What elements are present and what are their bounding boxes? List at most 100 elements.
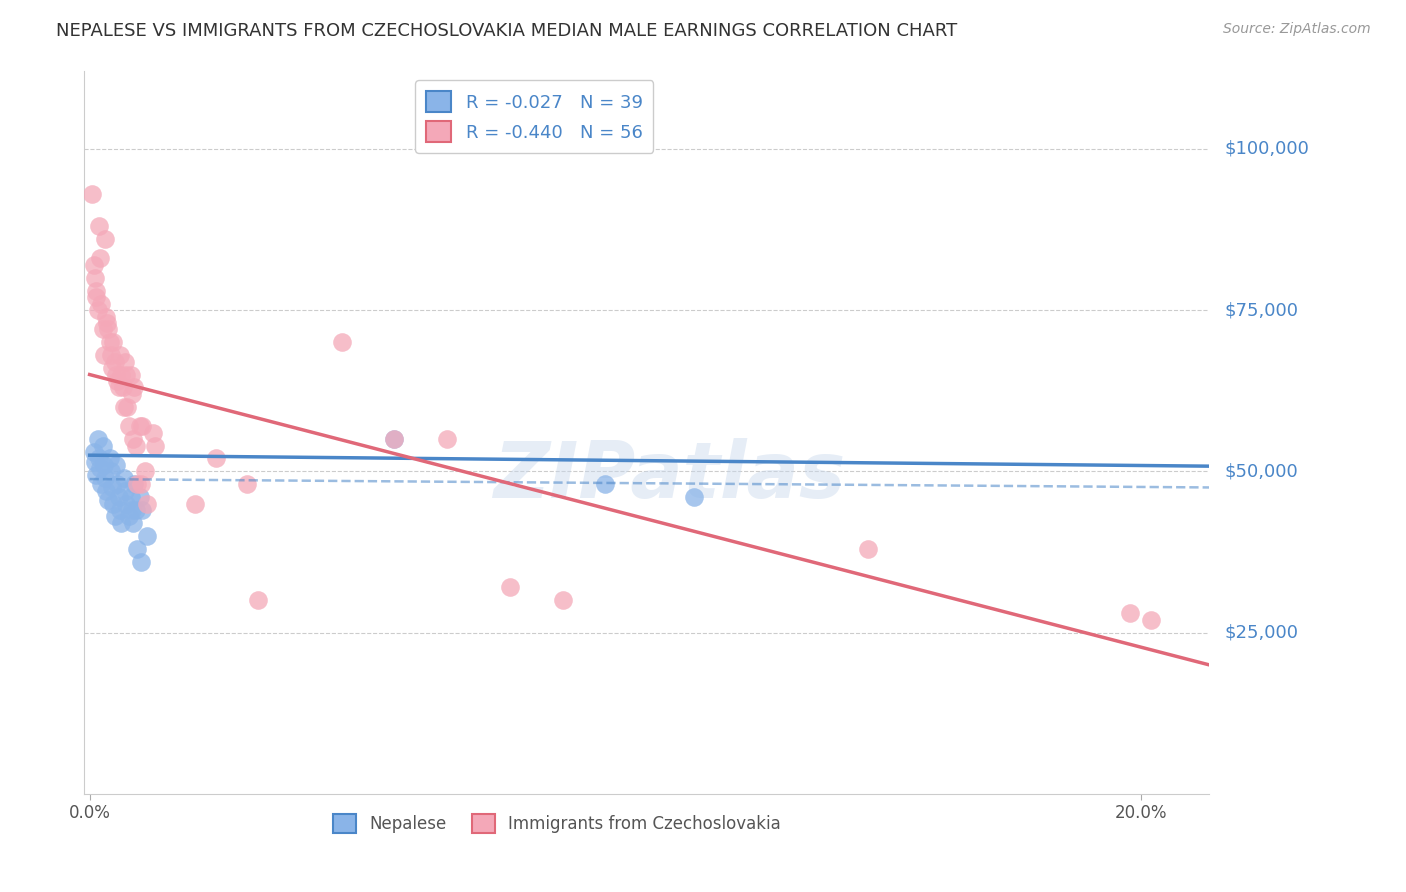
Point [683,490,706,504]
Point [236,477,259,491]
Point [128,490,150,504]
Point [96,310,118,324]
Point [121,503,143,517]
Point [86,290,108,304]
Point [125,438,148,452]
Point [100,361,122,376]
Point [105,374,128,388]
Point [94,232,117,246]
Point [114,483,136,498]
Point [120,490,142,504]
Point [330,335,353,350]
Point [108,348,131,362]
Point [104,458,127,472]
Point [131,419,153,434]
Point [551,593,574,607]
Point [125,477,148,491]
Point [499,581,522,595]
Point [128,419,150,434]
Point [94,471,117,485]
Point [100,464,122,478]
Point [83,455,105,469]
Point [131,503,153,517]
Point [107,380,129,394]
Point [107,490,129,504]
Point [110,368,132,382]
Point [110,516,132,530]
Point [100,480,122,494]
Point [143,438,166,452]
Point [129,477,152,491]
Text: $50,000: $50,000 [1225,462,1299,480]
Point [90,477,112,491]
Text: $75,000: $75,000 [1225,301,1299,319]
Point [246,593,269,607]
Point [104,509,127,524]
Point [84,467,107,482]
Text: NEPALESE VS IMMIGRANTS FROM CZECHOSLOVAKIA MEDIAN MALE EARNINGS CORRELATION CHAR: NEPALESE VS IMMIGRANTS FROM CZECHOSLOVAK… [56,22,957,40]
Point [89,461,111,475]
Point [112,400,135,414]
Point [115,497,138,511]
Point [108,503,131,517]
Point [129,555,152,569]
Point [117,400,139,414]
Point [134,464,156,478]
Point [124,380,146,394]
Point [593,477,616,491]
Point [83,258,105,272]
Text: $25,000: $25,000 [1225,624,1299,641]
Point [87,219,110,234]
Point [136,497,159,511]
Point [112,471,135,485]
Point [91,322,114,336]
Point [93,458,115,472]
Point [121,432,143,446]
Point [103,497,125,511]
Text: $100,000: $100,000 [1225,140,1310,158]
Point [118,509,141,524]
Point [90,296,112,310]
Point [83,270,105,285]
Point [204,451,226,466]
Point [121,516,143,530]
Point [97,493,120,508]
Point [1140,613,1163,627]
Point [98,335,121,350]
Point [118,419,141,434]
Point [121,387,143,401]
Point [91,438,114,452]
Point [82,186,104,201]
Point [114,354,136,368]
Point [184,497,207,511]
Point [87,451,110,466]
Point [115,368,138,382]
Point [104,354,127,368]
Point [120,368,142,382]
Point [136,529,159,543]
Point [97,322,120,336]
Point [84,284,107,298]
Point [142,425,165,440]
Point [436,432,458,446]
Point [98,451,121,466]
Point [107,477,129,491]
Point [103,335,125,350]
Point [856,541,879,556]
Point [96,316,118,330]
Text: ZIPatlas: ZIPatlas [494,438,845,514]
Point [104,368,127,382]
Point [1119,607,1142,621]
Point [384,432,406,446]
Point [89,252,111,266]
Point [86,432,108,446]
Point [125,503,148,517]
Point [384,432,406,446]
Text: Source: ZipAtlas.com: Source: ZipAtlas.com [1223,22,1371,37]
Point [111,380,134,394]
Point [93,348,115,362]
Point [125,541,148,556]
Point [86,303,108,318]
Legend: Nepalese, Immigrants from Czechoslovakia: Nepalese, Immigrants from Czechoslovakia [326,807,787,839]
Point [83,445,105,459]
